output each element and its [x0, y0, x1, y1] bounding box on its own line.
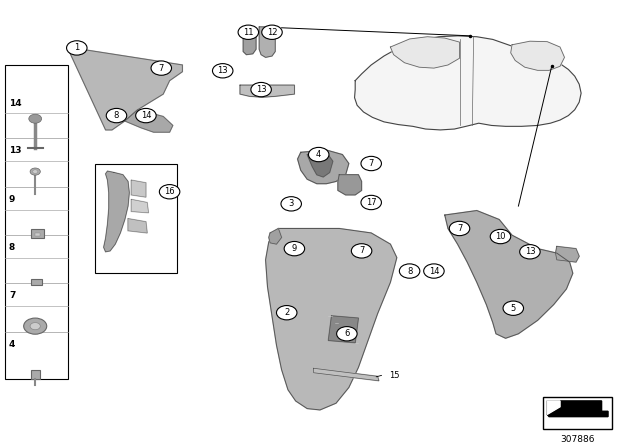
- Text: 3: 3: [289, 199, 294, 208]
- Polygon shape: [355, 36, 581, 130]
- Polygon shape: [269, 228, 282, 244]
- Circle shape: [30, 168, 40, 175]
- Text: 13: 13: [9, 146, 22, 155]
- Circle shape: [67, 41, 87, 55]
- Text: 14: 14: [429, 267, 439, 276]
- Polygon shape: [128, 219, 147, 233]
- Circle shape: [212, 64, 233, 78]
- Text: 8: 8: [9, 243, 15, 252]
- Polygon shape: [67, 47, 182, 130]
- Circle shape: [337, 327, 357, 341]
- FancyBboxPatch shape: [31, 229, 44, 238]
- Text: 7: 7: [369, 159, 374, 168]
- FancyBboxPatch shape: [31, 279, 42, 285]
- Circle shape: [449, 221, 470, 236]
- Polygon shape: [547, 401, 608, 417]
- Circle shape: [503, 301, 524, 315]
- Circle shape: [151, 61, 172, 75]
- Circle shape: [262, 25, 282, 39]
- Circle shape: [33, 170, 38, 173]
- Circle shape: [281, 197, 301, 211]
- Text: 4: 4: [9, 340, 15, 349]
- Polygon shape: [243, 29, 256, 55]
- Circle shape: [308, 147, 329, 162]
- Text: 7: 7: [457, 224, 462, 233]
- Polygon shape: [131, 199, 148, 213]
- Circle shape: [520, 245, 540, 259]
- Circle shape: [136, 108, 156, 123]
- Polygon shape: [307, 152, 333, 177]
- FancyBboxPatch shape: [31, 370, 40, 379]
- Text: 16: 16: [164, 187, 175, 196]
- Text: 9: 9: [9, 195, 15, 204]
- Circle shape: [159, 185, 180, 199]
- Circle shape: [238, 25, 259, 39]
- Polygon shape: [390, 37, 460, 68]
- Text: 13: 13: [525, 247, 535, 256]
- Circle shape: [24, 318, 47, 334]
- Polygon shape: [338, 175, 362, 195]
- Circle shape: [251, 82, 271, 97]
- Circle shape: [106, 108, 127, 123]
- Text: 14: 14: [141, 111, 151, 120]
- FancyBboxPatch shape: [543, 397, 612, 429]
- Text: 10: 10: [495, 232, 506, 241]
- Circle shape: [361, 195, 381, 210]
- Circle shape: [30, 323, 40, 330]
- Circle shape: [351, 244, 372, 258]
- Text: 13: 13: [218, 66, 228, 75]
- Polygon shape: [547, 401, 560, 414]
- Polygon shape: [104, 171, 129, 252]
- Text: 7: 7: [159, 64, 164, 73]
- Circle shape: [399, 264, 420, 278]
- FancyBboxPatch shape: [95, 164, 177, 273]
- Polygon shape: [328, 316, 358, 343]
- Polygon shape: [314, 368, 379, 381]
- Polygon shape: [240, 85, 294, 97]
- Polygon shape: [445, 211, 573, 338]
- Text: 8: 8: [407, 267, 412, 276]
- Circle shape: [424, 264, 444, 278]
- Polygon shape: [511, 41, 564, 70]
- Polygon shape: [266, 228, 397, 410]
- Text: 6: 6: [344, 329, 349, 338]
- Text: 5: 5: [511, 304, 516, 313]
- Text: 2: 2: [284, 308, 289, 317]
- Polygon shape: [259, 27, 275, 57]
- Text: 4: 4: [316, 150, 321, 159]
- Circle shape: [276, 306, 297, 320]
- Circle shape: [490, 229, 511, 244]
- Polygon shape: [556, 246, 579, 262]
- Circle shape: [361, 156, 381, 171]
- Text: 9: 9: [292, 244, 297, 253]
- Polygon shape: [131, 180, 146, 197]
- Text: 13: 13: [256, 85, 266, 94]
- Polygon shape: [298, 150, 349, 184]
- FancyBboxPatch shape: [5, 65, 68, 379]
- Text: 7: 7: [359, 246, 364, 255]
- Circle shape: [29, 114, 42, 123]
- Text: 15: 15: [389, 371, 399, 380]
- Text: 1: 1: [74, 43, 79, 52]
- Text: 8: 8: [114, 111, 119, 120]
- Text: 14: 14: [9, 99, 22, 108]
- Text: 12: 12: [267, 28, 277, 37]
- Polygon shape: [125, 110, 173, 132]
- Circle shape: [284, 241, 305, 256]
- Text: 7: 7: [9, 291, 15, 300]
- Text: 11: 11: [243, 28, 253, 37]
- Text: 17: 17: [366, 198, 376, 207]
- FancyBboxPatch shape: [35, 233, 40, 236]
- Text: 307886: 307886: [560, 435, 595, 444]
